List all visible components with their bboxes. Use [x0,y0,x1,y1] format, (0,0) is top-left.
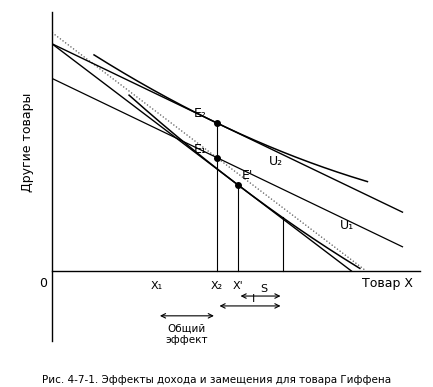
Text: X': X' [233,281,243,291]
Text: Рис. 4-7-1. Эффекты дохода и замещения для товара Гиффена: Рис. 4-7-1. Эффекты дохода и замещения д… [42,375,391,385]
Text: E₁: E₁ [194,143,207,156]
Text: Другие товары: Другие товары [21,93,34,192]
Text: Товар X: Товар X [362,277,413,291]
Text: Общий
эффект: Общий эффект [166,323,208,345]
Text: X₂: X₂ [210,281,223,291]
Text: 0: 0 [39,277,47,291]
Text: U₁: U₁ [339,219,353,232]
Text: E₂: E₂ [194,108,207,120]
Text: E': E' [242,169,253,182]
Text: U₂: U₂ [269,155,284,168]
Text: X₁: X₁ [151,281,163,291]
Text: I: I [252,294,255,304]
Text: S: S [261,284,268,295]
